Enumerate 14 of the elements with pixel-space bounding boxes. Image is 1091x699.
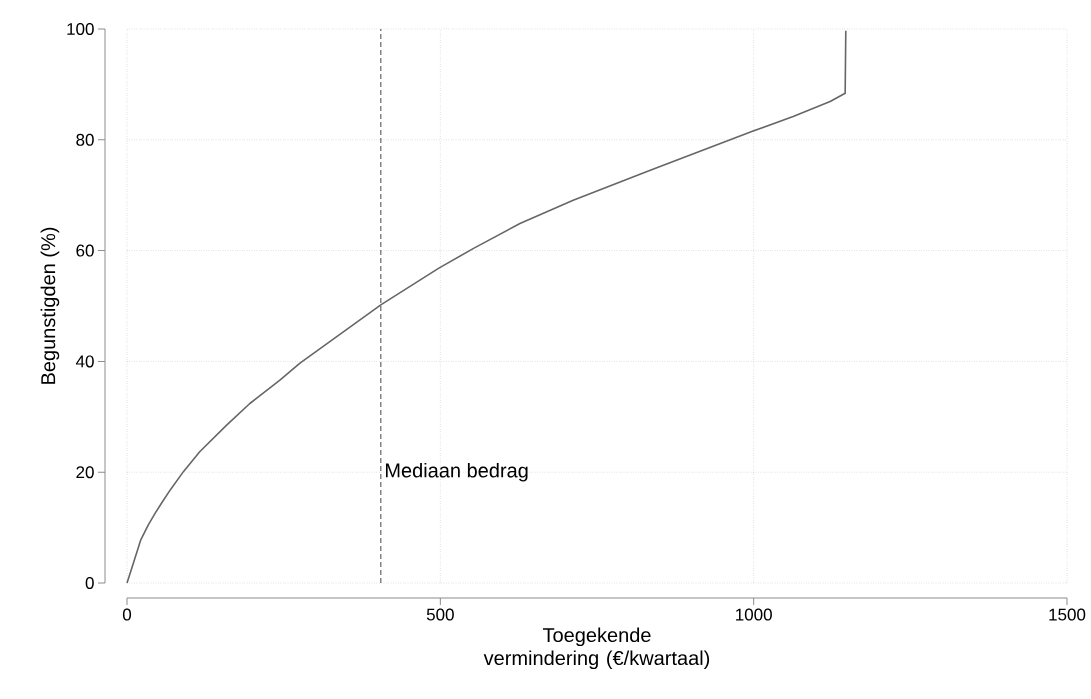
x-tick-label: 0 bbox=[122, 608, 132, 621]
x-tick-label: 1000 bbox=[736, 608, 772, 621]
y-tick-label: 20 bbox=[76, 466, 94, 479]
y-axis-title: Begunstigden (%) bbox=[40, 227, 60, 384]
y-tick-label: 0 bbox=[85, 576, 94, 590]
y-tick-label: 60 bbox=[76, 244, 94, 257]
x-tick-label: 500 bbox=[426, 608, 454, 621]
y-tick-label: 40 bbox=[75, 355, 94, 368]
x-tick-label: 1500 bbox=[1049, 608, 1086, 621]
y-tick-label: 80 bbox=[76, 133, 94, 146]
y-tick-label: 100 bbox=[67, 22, 94, 36]
x-axis-title: Toegekende vermindering (€/kwartaal) bbox=[483, 627, 710, 670]
ref-line-label: Mediaan bedrag bbox=[385, 462, 528, 482]
line-series bbox=[126, 29, 847, 584]
